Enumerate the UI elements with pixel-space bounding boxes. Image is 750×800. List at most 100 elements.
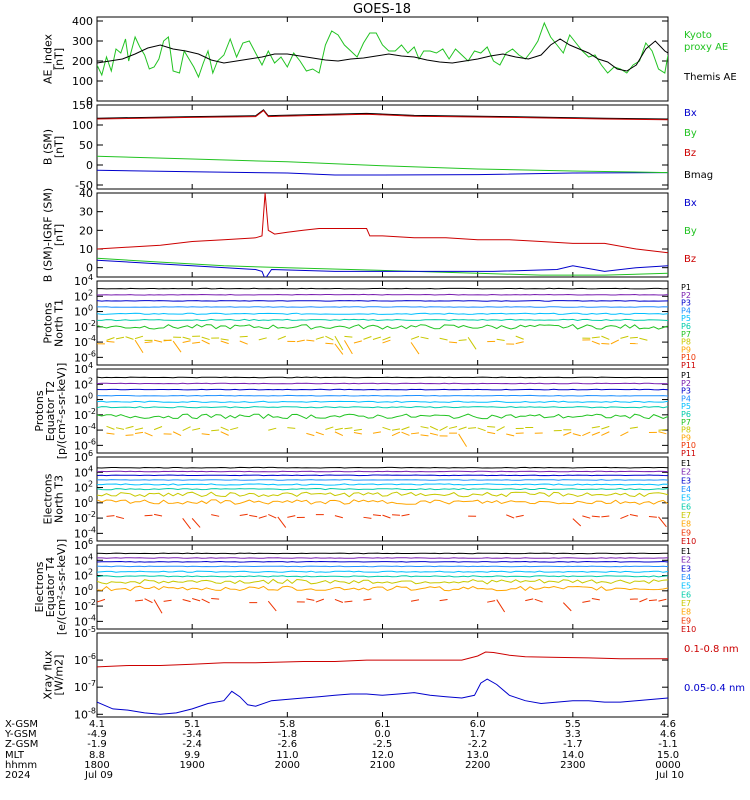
channel-segment [277,516,287,528]
series-line [97,155,668,174]
y-tick-label: 10 [74,600,88,613]
channel-line [97,557,668,559]
channel-segment [211,597,220,600]
channel-segment [106,515,115,517]
legend-entry: E3 [681,476,691,485]
channel-line [97,560,668,563]
footer-row-label: 2024 [5,770,30,781]
footer-cell: 0.0 [375,729,391,740]
channel-segment [201,598,210,604]
channel-segment [591,425,600,429]
channel-line [97,487,668,491]
footer-cell: 12.0 [371,750,393,761]
channel-segment [163,339,172,342]
channel-segment [191,518,201,528]
y-axis-label: [nT] [53,48,66,70]
channel-segment [629,336,638,339]
y-tick-label: 10 [74,497,88,510]
channel-segment [172,431,182,436]
footer-cell: 8.8 [89,750,105,761]
channel-segment [525,598,534,602]
footer-row-label: MLT [5,750,25,761]
channel-segment [363,336,372,340]
channel-line [97,474,668,477]
y-tick-exponent: 4 [88,361,93,370]
legend-entry: E3 [681,564,691,573]
channel-line [97,312,668,315]
channel-segment [639,598,648,603]
channel-segment [325,426,334,431]
channel-segment [344,335,353,338]
y-tick-exponent: -4 [88,334,96,343]
y-tick-label: 10 [74,321,88,334]
legend-entry: Kyoto [684,30,712,41]
y-tick-label: 10 [74,512,88,525]
y-axis-label: [nT] [53,136,66,158]
channel-line [97,578,668,585]
channel-segment [344,340,353,355]
channel-segment [296,339,305,343]
footer-cell: -1.8 [278,729,298,740]
channel-segment [410,432,420,435]
channel-segment [115,516,125,520]
legend-entry: P6 [681,322,691,331]
footer-cell: -1.7 [563,739,583,750]
channel-segment [420,434,429,437]
channel-segment [144,432,153,437]
footer-cell: 1900 [179,760,204,771]
plot-area [97,193,668,277]
channel-segment [382,336,391,341]
channel-segment [182,518,191,530]
channel-segment [372,514,381,517]
y-tick-label: 10 [74,570,88,583]
channel-line [97,318,668,322]
y-tick-label: 10 [74,527,88,540]
channel-segment [658,428,667,431]
channel-segment [220,426,229,431]
channel-segment [591,340,600,345]
channel-segment [268,427,277,431]
legend-entry: P7 [681,418,691,427]
y-tick-label: 10 [74,306,88,319]
footer-cell: 5.1 [184,719,200,730]
channel-segment [439,425,448,432]
legend-entry: P8 [681,426,691,435]
channel-segment [125,425,134,429]
legend-entry: E9 [681,528,691,537]
legend-entry: P11 [681,361,696,370]
channel-segment [458,426,467,431]
legend-entry: By [684,128,697,139]
legend-entry: Bmag [684,170,713,181]
legend-entry: P4 [681,394,691,403]
y-axis-label: B (SM)-IGRF (SM) [42,188,55,282]
y-tick-exponent: 4 [88,464,93,473]
channel-segment [467,337,477,350]
channel-segment [601,431,610,436]
plot-area [97,21,668,79]
footer-cell: Jul 09 [84,770,113,781]
panel-frame [96,632,669,718]
y-tick-label: 40 [79,187,93,200]
footer-cell: 5.5 [565,719,581,730]
y-tick-label: 10 [74,627,88,640]
panel-frame [96,368,669,454]
channel-segment [629,514,638,517]
channel-segment [306,339,315,342]
legend-entry: Themis AE [683,72,737,83]
footer-cell: 4.6 [660,719,676,730]
channel-segment [106,425,115,430]
channel-segment [401,513,410,517]
channel-segment [334,431,344,436]
channel-line [97,388,668,391]
legend-entry: P11 [681,449,696,458]
channel-segment [410,599,420,602]
y-tick-exponent: 0 [88,304,93,313]
channel-segment [192,427,201,431]
legend-entry: E6 [681,590,691,599]
legend-entry: E5 [681,582,691,591]
series-line [97,38,668,72]
footer-cell: -2.5 [373,739,393,750]
channel-segment [334,515,343,519]
